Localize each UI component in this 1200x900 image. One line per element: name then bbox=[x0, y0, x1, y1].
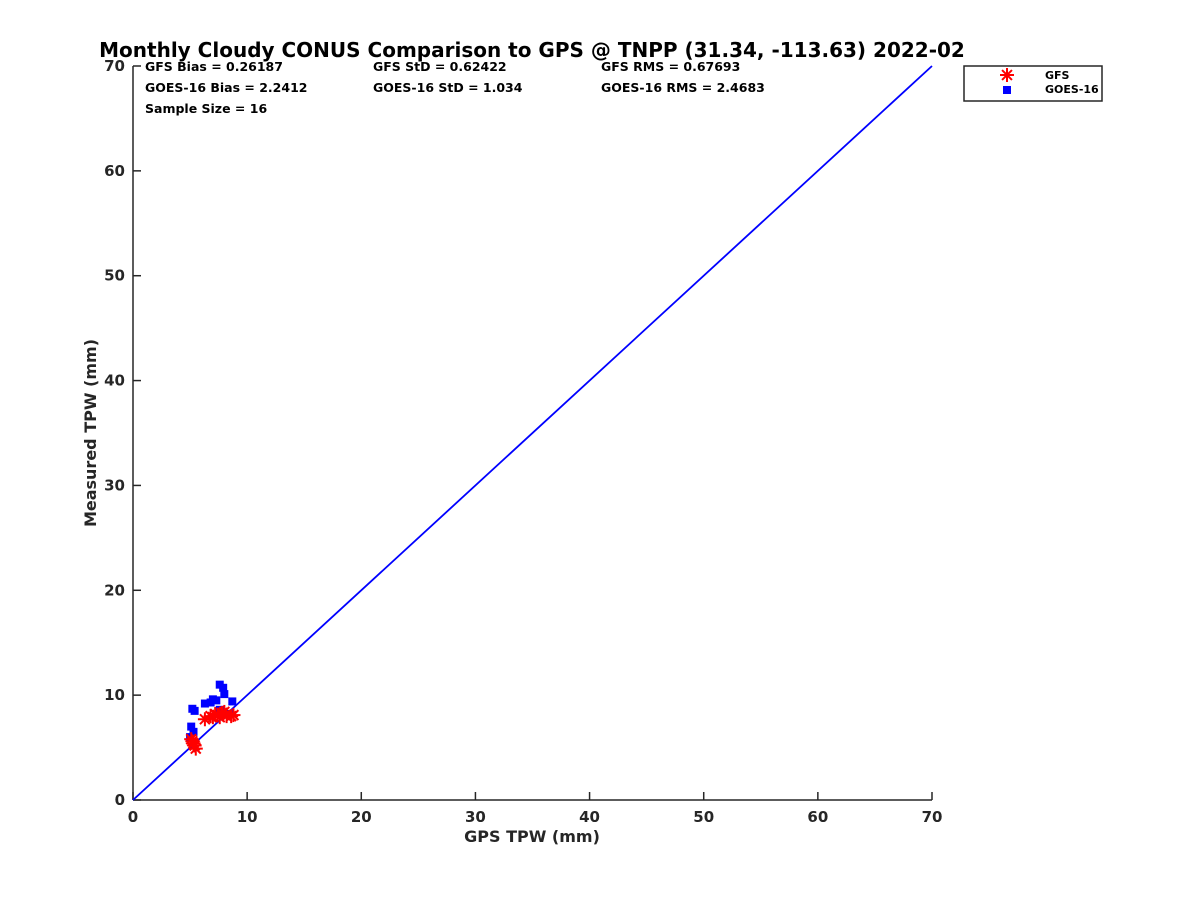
legend-box bbox=[963, 65, 1103, 102]
goes-16-point bbox=[187, 722, 196, 731]
goes-rms-text: GOES-16 RMS = 2.4683 bbox=[601, 80, 765, 95]
x-tick-label: 20 bbox=[351, 808, 372, 826]
gfs-bias-text: GFS Bias = 0.26187 bbox=[145, 59, 283, 74]
x-tick-label: 30 bbox=[465, 808, 486, 826]
x-axis-label: GPS TPW (mm) bbox=[464, 827, 600, 846]
y-tick-label: 30 bbox=[104, 476, 125, 494]
goes-16-point bbox=[212, 696, 221, 705]
y-tick-label: 10 bbox=[104, 686, 125, 704]
y-tick-label: 20 bbox=[104, 581, 125, 599]
y-tick-label: 70 bbox=[104, 57, 125, 75]
y-tick-label: 60 bbox=[104, 162, 125, 180]
y-tick-label: 40 bbox=[104, 372, 125, 390]
plot-area bbox=[132, 66, 932, 801]
x-tick-label: 60 bbox=[807, 808, 828, 826]
y-ticks: 0 10 20 30 40 50 60 70 bbox=[104, 57, 141, 809]
goes-16-point bbox=[200, 699, 209, 708]
one-to-one-reference-line bbox=[132, 65, 933, 801]
goes-16-point bbox=[228, 697, 237, 706]
legend-goes-16-marker bbox=[1003, 86, 1011, 94]
goes-16-point bbox=[190, 706, 199, 715]
goes-std-text: GOES-16 StD = 1.034 bbox=[373, 80, 523, 95]
sample-size-text: Sample Size = 16 bbox=[145, 101, 267, 116]
legend-goes-16-label: GOES-16 bbox=[1045, 83, 1099, 96]
x-tick-label: 40 bbox=[579, 808, 600, 826]
y-axis-label: Measured TPW (mm) bbox=[81, 339, 100, 527]
gfs-point bbox=[226, 708, 241, 723]
goes-16-point bbox=[189, 727, 198, 736]
x-tick-label: 50 bbox=[693, 808, 714, 826]
goes-bias-text: GOES-16 Bias = 2.2412 bbox=[145, 80, 307, 95]
gfs-point bbox=[185, 734, 200, 749]
goes-16-series bbox=[186, 680, 237, 742]
stats-block: GFS Bias = 0.26187 GFS StD = 0.62422 GFS… bbox=[145, 59, 765, 116]
x-ticks: 0 10 20 30 40 50 60 70 bbox=[128, 792, 943, 826]
gfs-std-text: GFS StD = 0.62422 bbox=[373, 59, 507, 74]
goes-16-point bbox=[219, 683, 228, 692]
gfs-rms-text: GFS RMS = 0.67693 bbox=[601, 59, 740, 74]
legend: GFS GOES-16 bbox=[963, 65, 1103, 102]
x-tick-label: 70 bbox=[922, 808, 943, 826]
legend-gfs-asterisk bbox=[1000, 68, 1014, 82]
chart-title: Monthly Cloudy CONUS Comparison to GPS @… bbox=[99, 38, 965, 62]
goes-16-point bbox=[220, 690, 229, 699]
y-tick-label: 50 bbox=[104, 267, 125, 285]
y-tick-label: 0 bbox=[115, 791, 125, 809]
legend-gfs-marker bbox=[1000, 68, 1014, 82]
gfs-series bbox=[184, 704, 241, 756]
legend-gfs-label: GFS bbox=[1045, 69, 1070, 82]
x-tick-label: 0 bbox=[128, 808, 138, 826]
x-tick-label: 10 bbox=[237, 808, 258, 826]
